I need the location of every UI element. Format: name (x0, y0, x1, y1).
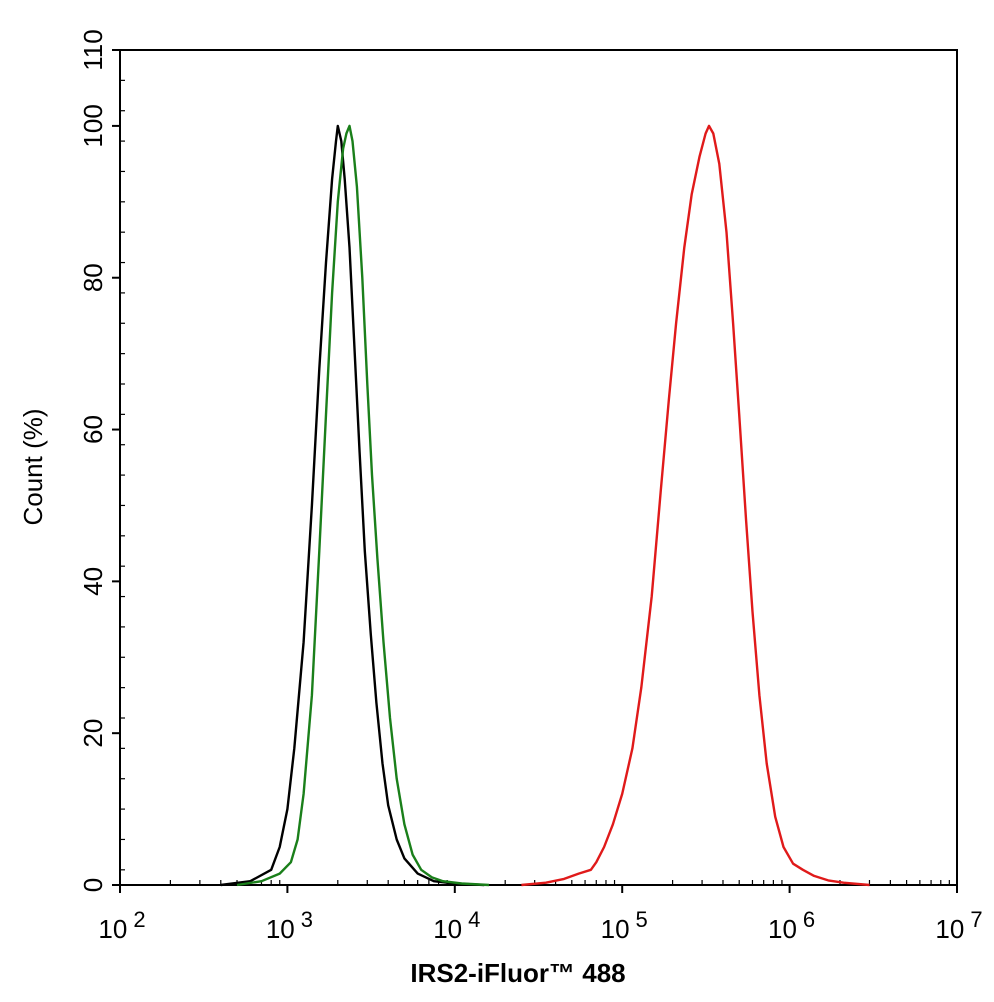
y-axis-title: Count (%) (18, 408, 48, 525)
x-tick-label: 10 2 (98, 907, 145, 944)
y-tick-label: 60 (78, 415, 108, 444)
y-tick-label: 110 (78, 29, 108, 70)
series-line-2 (236, 124, 490, 887)
plot-frame (119, 49, 958, 886)
series-line-3 (521, 124, 870, 887)
y-tick-label: 40 (78, 567, 108, 596)
y-tick-label: 80 (78, 263, 108, 292)
x-tick-label: 10 7 (935, 907, 982, 944)
x-tick-label: 10 6 (768, 907, 815, 944)
y-tick-label: 100 (78, 104, 108, 147)
y-tick-label: 0 (78, 878, 108, 892)
y-tick-label: 20 (78, 719, 108, 748)
x-axis-title: IRS2-iFluor™ 488 (410, 958, 625, 988)
minor-ticks (120, 79, 950, 885)
series-layer (220, 124, 870, 887)
x-tick-label: 10 4 (433, 907, 480, 944)
x-tick-label: 10 3 (266, 907, 313, 944)
x-tick-label: 10 5 (601, 907, 648, 944)
major-ticks (112, 49, 958, 893)
x-tick-labels: 10 2 10 3 10 4 10 5 10 6 10 7 (98, 907, 982, 944)
y-tick-labels: 0 20 40 60 80 100 110 (78, 29, 108, 892)
series-line-1 (220, 124, 485, 887)
